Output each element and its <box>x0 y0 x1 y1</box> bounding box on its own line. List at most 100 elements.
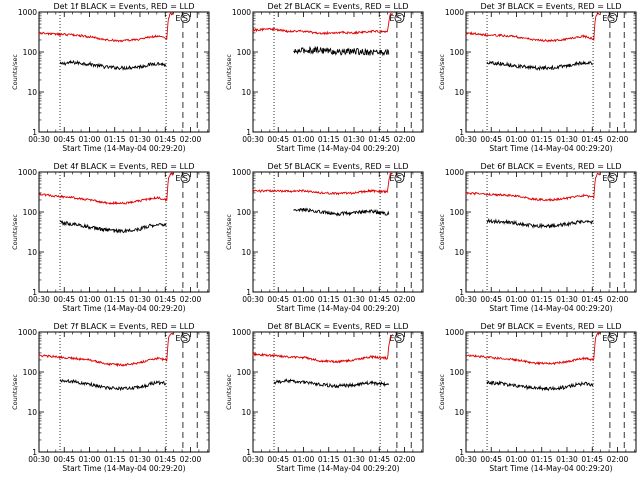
y-tick-label: 1 <box>32 288 37 297</box>
x-tick-label: 01:00 <box>506 455 528 464</box>
y-tick-label: 1 <box>32 448 37 457</box>
marker-e: E <box>389 334 394 343</box>
x-tick-label: 00:45 <box>267 295 289 304</box>
y-tick-label: 1000 <box>232 168 251 177</box>
x-tick-label: 01:15 <box>104 135 126 144</box>
marker-s: S <box>610 174 615 183</box>
y-tick-label: 1 <box>246 128 251 137</box>
x-tick-label: 01:45 <box>368 455 390 464</box>
x-tick-label: 01:45 <box>154 455 176 464</box>
events-series <box>59 59 167 71</box>
y-tick-label: 10 <box>27 248 37 257</box>
x-tick-label: 01:00 <box>293 135 315 144</box>
plot-frame <box>38 171 210 293</box>
y-tick-label: 10 <box>241 408 251 417</box>
x-tick-label: 02:00 <box>180 135 202 144</box>
y-tick-label: 1000 <box>18 168 37 177</box>
panel-title: Det 1f BLACK = Events, RED = LLD <box>53 2 194 11</box>
panel-title: Det 7f BLACK = Events, RED = LLD <box>53 322 194 331</box>
x-tick-label: 01:45 <box>368 135 390 144</box>
x-tick-label: 00:45 <box>267 455 289 464</box>
x-tick-label: 01:30 <box>556 455 578 464</box>
x-tick-label: 01:30 <box>129 295 151 304</box>
x-axis-label: Start Time (14-May-04 00:29:20) <box>489 304 612 313</box>
lld-series <box>38 11 174 43</box>
x-tick-label: 02:00 <box>607 135 629 144</box>
y-axis-label: Counts/sec <box>438 54 446 90</box>
x-tick-label: 01:45 <box>581 295 603 304</box>
y-tick-label: 1000 <box>445 168 464 177</box>
x-tick-label: 01:00 <box>293 295 315 304</box>
x-tick-label: 01:15 <box>104 295 126 304</box>
x-tick-label: 01:30 <box>343 455 365 464</box>
lld-series <box>252 334 393 364</box>
plot-frame <box>252 11 424 133</box>
x-tick-label: 01:30 <box>556 295 578 304</box>
x-tick-label: 01:45 <box>368 295 390 304</box>
lld-series <box>465 11 601 43</box>
y-axis-label: Counts/sec <box>11 374 19 410</box>
x-tick-label: 01:15 <box>531 135 553 144</box>
x-tick-label: 01:45 <box>154 135 176 144</box>
y-tick-label: 100 <box>237 368 252 377</box>
x-tick-label: 00:30 <box>455 295 477 304</box>
y-tick-label: 100 <box>237 48 252 57</box>
panel-title: Det 6f BLACK = Events, RED = LLD <box>480 162 621 171</box>
x-tick-label: 01:00 <box>293 455 315 464</box>
marker-e: E <box>602 14 607 23</box>
events-series <box>486 60 594 72</box>
marker-s: S <box>397 14 402 23</box>
y-tick-label: 100 <box>23 368 38 377</box>
x-tick-label: 01:00 <box>79 135 101 144</box>
x-tick-label: 01:00 <box>79 455 101 464</box>
panel-det-1: Det 1f BLACK = Events, RED = LLD 1 10 100 10… <box>11 2 210 153</box>
x-tick-label: 02:00 <box>394 455 416 464</box>
marker-s: S <box>183 334 188 343</box>
y-tick-label: 1000 <box>232 328 251 337</box>
x-tick-label: 01:45 <box>154 295 176 304</box>
lld-series <box>252 172 393 196</box>
y-tick-label: 10 <box>27 88 37 97</box>
marker-circle <box>180 173 191 183</box>
y-tick-label: 100 <box>450 208 465 217</box>
y-axis-label: Counts/sec <box>225 214 233 250</box>
marker-e: E <box>602 334 607 343</box>
x-tick-label: 00:45 <box>53 135 75 144</box>
y-tick-label: 100 <box>450 368 465 377</box>
x-tick-label: 00:45 <box>480 135 502 144</box>
x-tick-label: 01:00 <box>506 295 528 304</box>
marker-circle <box>607 173 618 183</box>
marker-circle <box>180 333 191 343</box>
y-axis-label: Counts/sec <box>11 54 19 90</box>
marker-s: S <box>183 14 188 23</box>
y-axis-label: Counts/sec <box>438 374 446 410</box>
marker-e: E <box>175 14 180 23</box>
x-tick-label: 01:30 <box>343 295 365 304</box>
panel-title: Det 3f BLACK = Events, RED = LLD <box>480 2 621 11</box>
x-axis-label: Start Time (14-May-04 00:29:20) <box>62 144 185 153</box>
x-tick-label: 00:30 <box>455 455 477 464</box>
x-tick-label: 01:15 <box>318 295 340 304</box>
y-tick-label: 10 <box>454 88 464 97</box>
panel-det-2: Det 2f BLACK = Events, RED = LLD 1 10 100 10… <box>225 2 424 153</box>
x-tick-label: 01:15 <box>104 455 126 464</box>
y-tick-label: 1 <box>32 128 37 137</box>
x-tick-label: 01:45 <box>581 135 603 144</box>
x-axis-label: Start Time (14-May-04 00:29:20) <box>276 144 399 153</box>
y-tick-label: 1 <box>246 288 251 297</box>
lld-series <box>38 332 174 368</box>
plot-frame <box>465 331 637 453</box>
y-tick-label: 100 <box>237 208 252 217</box>
plot-frame <box>252 171 424 293</box>
y-tick-label: 10 <box>241 88 251 97</box>
marker-circle <box>394 13 405 23</box>
marker-circle <box>607 13 618 23</box>
x-tick-label: 00:45 <box>480 295 502 304</box>
x-tick-label: 01:30 <box>556 135 578 144</box>
x-tick-label: 00:30 <box>242 455 264 464</box>
panel-det-5: Det 5f BLACK = Events, RED = LLD 1 10 100 10… <box>225 162 424 313</box>
marker-e: E <box>175 334 180 343</box>
x-tick-label: 01:15 <box>531 295 553 304</box>
x-tick-label: 00:30 <box>28 295 50 304</box>
